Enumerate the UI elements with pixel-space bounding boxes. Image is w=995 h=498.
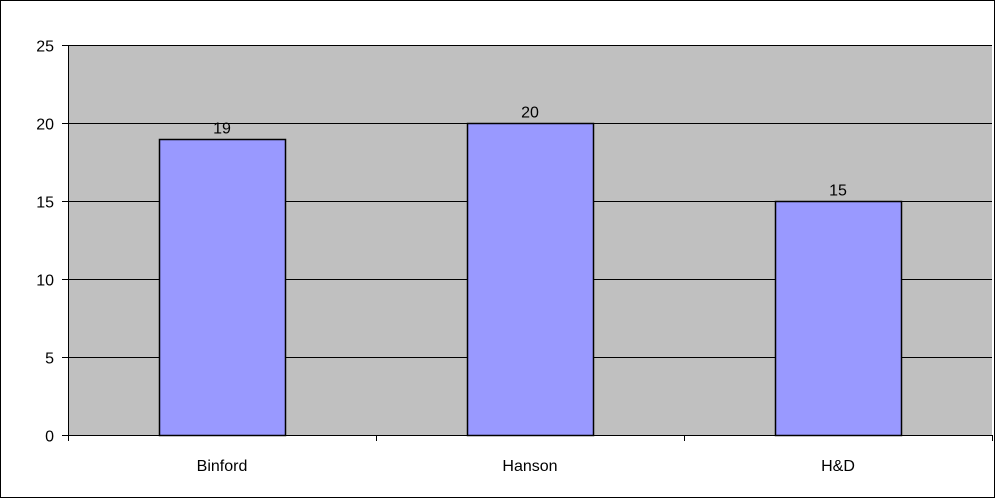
y-tick-label: 25: [36, 39, 54, 56]
data-label: 19: [213, 121, 231, 138]
data-label: 15: [829, 183, 847, 200]
y-tick-label: 0: [45, 429, 54, 446]
y-tick-label: 10: [36, 273, 54, 290]
x-tick-label: Hanson: [502, 458, 557, 475]
y-tick-label: 15: [36, 195, 54, 212]
labels: 0 5 10 15 20 25 19 Binford 20 Hanson 15 H&D: [36, 39, 855, 476]
x-tick-label: H&D: [821, 458, 855, 475]
y-tick-label: 5: [45, 351, 54, 368]
bar: [158, 138, 287, 437]
axes: [62, 45, 993, 441]
bar: [466, 122, 595, 437]
y-tick-label: 20: [36, 117, 54, 134]
x-tick-label: Binford: [197, 458, 248, 475]
data-label: 20: [521, 105, 539, 122]
bars: [158, 122, 903, 437]
bar: [774, 200, 903, 437]
